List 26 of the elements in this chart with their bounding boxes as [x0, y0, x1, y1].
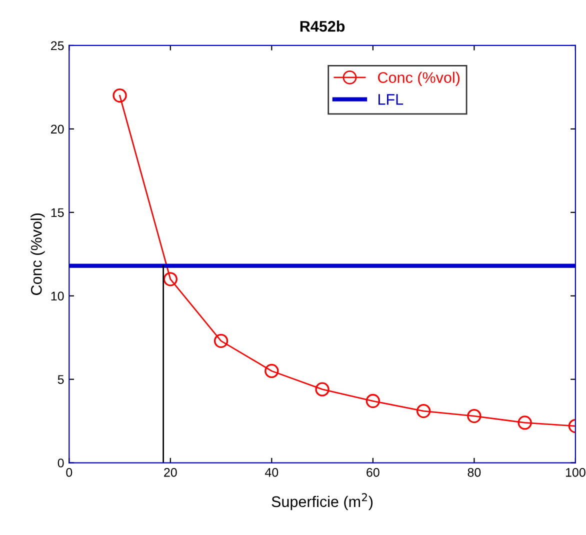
y-tick-label: 5: [58, 375, 64, 384]
x-axis-title: Superficie (m$^{2}$): [272, 493, 373, 510]
x-tick-label: 20: [164, 468, 177, 477]
point: [264, 364, 279, 378]
legend-label: Conc (%vol): [378, 72, 460, 86]
x-tick-label: 80: [468, 468, 481, 477]
y-tick-label: 25: [51, 41, 64, 50]
point: [112, 88, 127, 103]
x-tick-label: 100: [566, 468, 586, 477]
y-tick-label: 10: [51, 292, 64, 301]
y-tick-label: 0: [58, 458, 64, 468]
y-tick-label: 15: [51, 208, 64, 218]
chart-title: R452b: [300, 20, 345, 32]
x-tick-label: 40: [265, 468, 278, 477]
point: [518, 416, 532, 430]
point: [467, 408, 482, 424]
y-tick-label: 20: [51, 124, 64, 134]
point: [214, 334, 228, 348]
x-tick-label: 60: [366, 468, 380, 477]
point: [366, 394, 380, 408]
point: [416, 404, 431, 418]
x-tick-label: 0: [66, 468, 72, 477]
y-axis-title: Conc (%vol): [30, 213, 45, 295]
legend-label: LFL: [378, 94, 404, 105]
point: [315, 382, 330, 396]
point: [163, 272, 178, 286]
